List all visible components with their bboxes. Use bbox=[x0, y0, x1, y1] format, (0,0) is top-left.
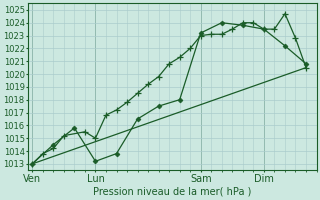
X-axis label: Pression niveau de la mer( hPa ): Pression niveau de la mer( hPa ) bbox=[93, 187, 252, 197]
